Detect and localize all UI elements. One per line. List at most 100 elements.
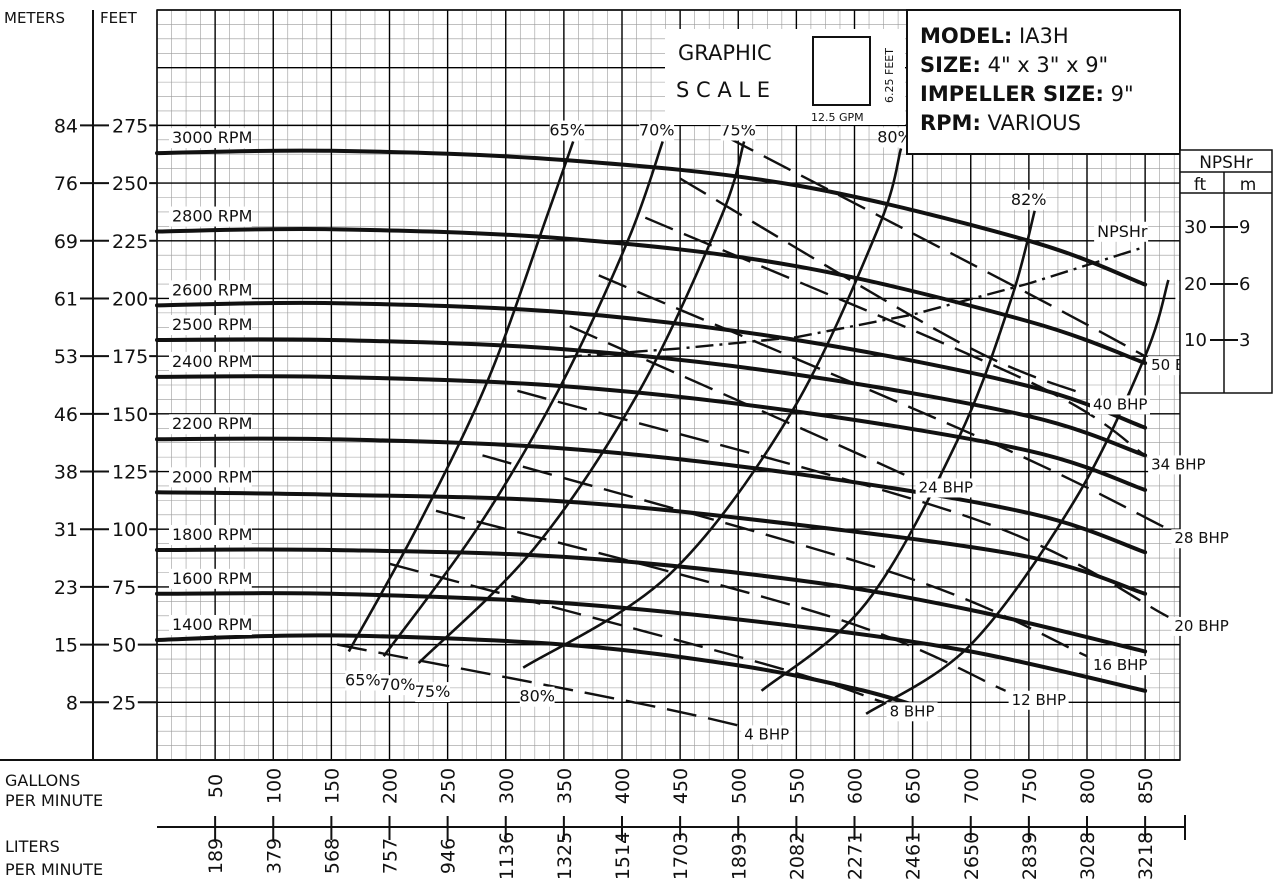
- feet-tick-label-250: 250: [112, 173, 148, 195]
- bhp-line-20-bhp-label: 20 BHP: [1174, 617, 1228, 635]
- npshr-curve-label-backdrop: [1094, 221, 1149, 242]
- model-info-box: MODEL: IA3H SIZE: 4" x 3" x 9" IMPELLER …: [906, 9, 1181, 155]
- rpm-label-2200-rpm-backdrop: [169, 414, 252, 435]
- bhp-line-34-bhp-label: 34 BHP: [1151, 455, 1205, 473]
- rpm-curve-2500-rpm: [155, 337, 1148, 458]
- feet-tick-label-150-backdrop: [109, 402, 150, 426]
- lpm-tick-label-568: 568: [321, 838, 343, 874]
- bhp-line-4-bhp-label-backdrop: [741, 725, 793, 745]
- bhp-line-4-bhp-label: 4 BHP: [744, 725, 789, 743]
- efficiency-curve-75-bottom-label-backdrop: [415, 682, 450, 703]
- efficiency-curve-80-top-label-backdrop: [877, 127, 913, 148]
- npshr-m-tick-9: 9: [1239, 217, 1250, 238]
- npshr-m-tick-3: 3: [1239, 330, 1250, 351]
- meters-tick-label-69: 69: [54, 231, 78, 253]
- gpm-label-line1: GALLONS: [5, 771, 80, 790]
- rpm-label-2800-rpm-backdrop: [169, 206, 252, 227]
- bhp-line-40-bhp-label-backdrop: [1090, 395, 1150, 415]
- rpm-label-2600-rpm-backdrop: [169, 280, 252, 301]
- bhp-line-28-bhp: [598, 274, 1169, 531]
- feet-tick-label-125-backdrop: [109, 460, 150, 484]
- feet-tick-label-50: 50: [112, 635, 136, 657]
- lpm-tick-label-2650: 2650: [961, 832, 983, 880]
- feet-tick-label-175: 175: [112, 346, 148, 368]
- feet-tick-label-25-backdrop: [109, 691, 138, 715]
- meters-tick-label-38: 38: [54, 462, 78, 484]
- rpm-line: RPM: VARIOUS: [920, 111, 1081, 135]
- model-box-frame: [906, 9, 1181, 155]
- gpm-tick-label-350: 350: [554, 768, 576, 804]
- npshr-ft-tick-20: 20: [1184, 274, 1207, 295]
- gpm-tick-label-500: 500: [728, 768, 750, 804]
- efficiency-curve-65-bottom-label: 65%: [345, 671, 381, 690]
- npshr-table-title: NPSHr: [1199, 153, 1253, 173]
- efficiency-curve-65-top-label-backdrop: [549, 120, 585, 141]
- feet-tick-label-25: 25: [112, 692, 136, 714]
- meters-tick-label-84: 84: [54, 115, 78, 137]
- feet-tick-label-50-backdrop: [109, 633, 138, 657]
- feet-tick-label-100: 100: [112, 519, 148, 541]
- lpm-tick-label-1136: 1136: [496, 832, 518, 880]
- lpm-label-line2: PER MINUTE: [5, 860, 103, 879]
- npshr-ticks: 30 9 20 6 10 3: [1184, 217, 1250, 351]
- gpm-tick-label-700: 700: [961, 768, 983, 804]
- bhp-line-12-bhp: [435, 509, 1007, 692]
- impeller-size-line: IMPELLER SIZE: 9": [920, 82, 1134, 106]
- efficiency-curve-80-bottom-label-backdrop: [519, 686, 555, 707]
- feet-header: FEET: [100, 9, 138, 27]
- rpm-label-2000-rpm: 2000 RPM: [172, 467, 252, 486]
- bhp-line-50-bhp: [726, 135, 1146, 358]
- efficiency-curve-80: [522, 148, 903, 669]
- gpm-label-line2: PER MINUTE: [5, 791, 103, 810]
- rpm-curves: [155, 148, 1148, 707]
- feet-tick-label-75: 75: [112, 577, 136, 599]
- gpm-tick-label-200: 200: [380, 768, 402, 804]
- rpm-label-2500-rpm-backdrop: [169, 315, 252, 335]
- feet-tick-label-125: 125: [112, 462, 148, 484]
- efficiency-curve-70-top-label-backdrop: [639, 120, 675, 141]
- gpm-tick-label-450: 450: [670, 768, 692, 804]
- gpm-tick-label-650: 650: [903, 768, 925, 804]
- lpm-tick-label-2082: 2082: [786, 832, 808, 880]
- efficiency-curve-65: [347, 141, 575, 653]
- rpm-curve-2400-rpm: [155, 374, 1148, 492]
- lpm-tick-label-3028: 3028: [1077, 832, 1099, 880]
- meters-tick-label-76: 76: [54, 173, 78, 195]
- meters-header: METERS: [4, 9, 65, 27]
- rpm-curve-2800-rpm: [155, 226, 1148, 366]
- npshr-ft-header: ft: [1194, 175, 1207, 195]
- gpm-tick-label-850: 850: [1135, 768, 1157, 804]
- lpm-tick-label-3218: 3218: [1135, 832, 1157, 880]
- bhp-line-28-bhp-label-backdrop: [1171, 529, 1232, 549]
- rpm-label-1400-rpm-backdrop: [169, 615, 252, 635]
- graphic-scale-height-label: 6.25 FEET: [883, 48, 896, 103]
- bhp-line-24-bhp-label-backdrop: [915, 478, 976, 498]
- gpm-tick-label-50: 50: [205, 774, 227, 798]
- bhp-line-12-bhp-label: 12 BHP: [1012, 691, 1066, 709]
- meters-tick-label-31: 31: [54, 519, 78, 541]
- lpm-tick-label-1514: 1514: [612, 832, 634, 880]
- rpm-label-2400-rpm-backdrop: [169, 351, 252, 372]
- gpm-tick-label-600: 600: [845, 768, 867, 804]
- gpm-tick-label-100: 100: [263, 768, 285, 804]
- graphic-scale-width-label: 12.5 GPM: [811, 111, 864, 124]
- bhp-line-34-bhp: [644, 216, 1146, 457]
- bhp-line-4-bhp: [336, 643, 739, 727]
- meters-tick-label-46: 46: [54, 404, 78, 426]
- rpm-label-2500-rpm: 2500 RPM: [172, 315, 252, 334]
- graphic-scale: GRAPHIC S C A L E 12.5 GPM 6.25 FEET: [665, 29, 905, 125]
- gpm-tick-label-150: 150: [321, 768, 343, 804]
- bhp-line-8-bhp: [389, 562, 884, 704]
- bhp-line-24-bhp-label: 24 BHP: [919, 478, 973, 496]
- lpm-tick-label-2461: 2461: [903, 832, 925, 880]
- efficiency-curve-75-top-label-backdrop: [720, 120, 756, 141]
- rpm-label-1600-rpm-backdrop: [169, 568, 252, 589]
- gpm-tick-label-750: 750: [1019, 768, 1041, 804]
- rpm-label-1800-rpm: 1800 RPM: [172, 525, 252, 544]
- lpm-label-line1: LITERS: [5, 837, 60, 856]
- bhp-curves: [336, 135, 1169, 727]
- feet-tick-label-150: 150: [112, 404, 148, 426]
- lpm-tick-label-379: 379: [263, 838, 285, 874]
- bhp-line-16-bhp: [482, 454, 1088, 658]
